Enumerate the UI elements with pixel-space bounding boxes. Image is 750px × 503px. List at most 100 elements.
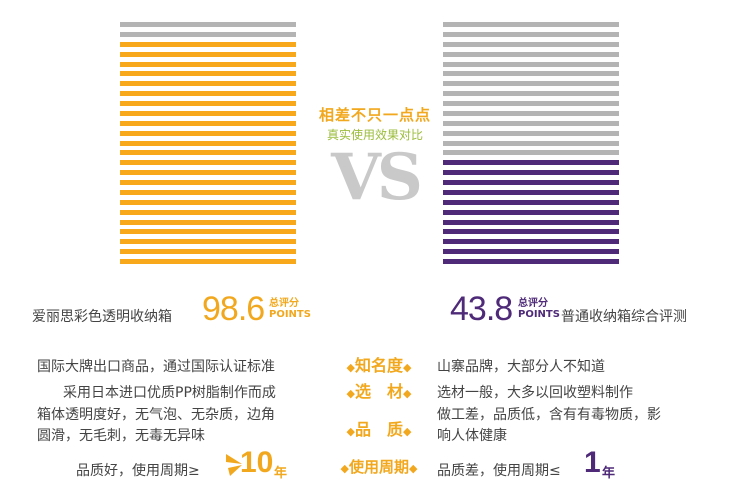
left-bar-stripe (120, 62, 296, 67)
right-bar-stripe (443, 101, 619, 106)
right-bar-stripe (443, 190, 619, 195)
right-bar-stripe (443, 91, 619, 96)
row-quality-left-line2: 圆滑，无毛刺，无毒无异味 (37, 428, 205, 444)
left-bar-stripe (120, 249, 296, 254)
left-bar-stripe (120, 150, 296, 155)
left-bar-stripe (120, 220, 296, 225)
left-score: 98.6 (202, 290, 265, 328)
left-bar-stripe (120, 52, 296, 57)
row-fame-label-text: 知名度 (354, 356, 403, 375)
diamond-icon: ◆ (403, 361, 412, 374)
left-bar-stripe (120, 259, 296, 264)
row-quality-label: ◆品 质◆ (329, 416, 429, 440)
row-quality-right-line1: 做工差，品质低，含有有毒物质，影 (437, 407, 661, 423)
left-bar-stripe (120, 22, 296, 27)
left-bar-stripe (120, 141, 296, 146)
diamond-icon: ◆ (346, 361, 355, 374)
left-score-points: POINTS (269, 309, 311, 320)
right-score-label: 总评分 (518, 298, 548, 309)
row-material-left: 采用日本进口优质PP树脂制作而成 (63, 385, 276, 401)
right-bar-stripe (443, 170, 619, 175)
right-bar-stripe (443, 71, 619, 76)
right-bar-stripe (443, 180, 619, 185)
row-lifetime-label-text: 使用周期 (348, 458, 409, 476)
right-bar-stripe (443, 249, 619, 254)
diamond-icon: ◆ (409, 462, 418, 475)
left-bar-stripe (120, 71, 296, 76)
row-lifetime-label: ◆使用周期◆ (329, 456, 429, 477)
vs-mark: VS (331, 140, 423, 215)
diamond-icon: ◆ (346, 387, 355, 400)
row-quality-right: 做工差，品质低，含有有毒物质，影 响人体健康 (437, 405, 661, 447)
right-bar-stripe (443, 259, 619, 264)
row-fame-left: 国际大牌出口商品，通过国际认证标准 (37, 359, 275, 375)
left-lifetime-unit: 年 (274, 466, 288, 481)
left-bar-graphic (120, 22, 296, 269)
right-bar-stripe (443, 42, 619, 47)
headline-subtitle: 真实使用效果对比 (326, 128, 423, 142)
row-quality-left: 箱体透明度好，无气泡、无杂质，边角 圆滑，无毛刺，无毒无异味 (37, 405, 275, 447)
left-bar-stripe (120, 111, 296, 116)
right-lifetime-value: 1 年 (584, 446, 624, 486)
right-bar-stripe (443, 229, 619, 234)
right-bar-stripe (443, 32, 619, 37)
row-material-right: 选材一般，大多以回收塑料制作 (437, 385, 633, 401)
right-lifetime-unit: 年 (602, 466, 616, 481)
left-lifetime-value: 10 年 (224, 446, 294, 486)
left-bar-stripe (120, 160, 296, 165)
right-bar-stripe (443, 62, 619, 67)
row-quality-label-text: 品 质 (354, 420, 403, 439)
diamond-icon: ◆ (340, 462, 349, 475)
right-score: 43.8 (450, 290, 513, 328)
left-bar-stripe (120, 121, 296, 126)
left-bar-stripe (120, 180, 296, 185)
row-quality-right-line2: 响人体健康 (437, 428, 507, 444)
diamond-icon: ◆ (403, 425, 412, 438)
left-bar-stripe (120, 81, 296, 86)
right-bar-stripe (443, 141, 619, 146)
right-bar-stripe (443, 121, 619, 126)
diamond-icon: ◆ (403, 387, 412, 400)
right-lifetime-number: 1 (584, 446, 601, 479)
left-bar-stripe (120, 200, 296, 205)
left-bar-stripe (120, 210, 296, 215)
left-bar-stripe (120, 239, 296, 244)
right-brand-name: 普通收纳箱综合评测 (561, 309, 687, 325)
left-bar-stripe (120, 42, 296, 47)
left-score-caption: 总评分 POINTS (269, 298, 311, 320)
row-quality-left-line1: 箱体透明度好，无气泡、无杂质，边角 (37, 407, 275, 423)
headline-title: 相差不只一点点 (318, 106, 431, 124)
right-bar-stripe (443, 160, 619, 165)
row-material-label-text: 选 材 (354, 382, 403, 401)
left-brand-name: 爱丽思彩色透明收纳箱 (32, 309, 172, 325)
left-score-label: 总评分 (269, 298, 299, 309)
row-lifetime-left: 品质好，使用周期≥ (76, 463, 200, 479)
left-bar-stripe (120, 32, 296, 37)
burst-icon (226, 454, 242, 476)
right-bar-stripe (443, 81, 619, 86)
left-lifetime-number: 10 (240, 446, 274, 479)
right-bar-stripe (443, 150, 619, 155)
left-bar-stripe (120, 101, 296, 106)
row-material-label: ◆选 材◆ (329, 378, 429, 402)
right-score-caption: 总评分 POINTS (518, 298, 560, 320)
diamond-icon: ◆ (346, 425, 355, 438)
row-fame-right: 山寨品牌，大部分人不知道 (437, 359, 605, 375)
right-bar-graphic (443, 22, 619, 269)
right-bar-stripe (443, 239, 619, 244)
right-bar-stripe (443, 210, 619, 215)
right-bar-stripe (443, 22, 619, 27)
right-bar-stripe (443, 131, 619, 136)
right-score-points: POINTS (518, 309, 560, 320)
right-bar-stripe (443, 52, 619, 57)
left-bar-stripe (120, 229, 296, 234)
left-bar-stripe (120, 131, 296, 136)
left-bar-stripe (120, 190, 296, 195)
row-fame-label: ◆知名度◆ (329, 352, 429, 376)
right-bar-stripe (443, 111, 619, 116)
left-bar-stripe (120, 170, 296, 175)
right-bar-stripe (443, 200, 619, 205)
right-bar-stripe (443, 220, 619, 225)
left-bar-stripe (120, 91, 296, 96)
row-lifetime-right: 品质差，使用周期≤ (437, 463, 561, 479)
